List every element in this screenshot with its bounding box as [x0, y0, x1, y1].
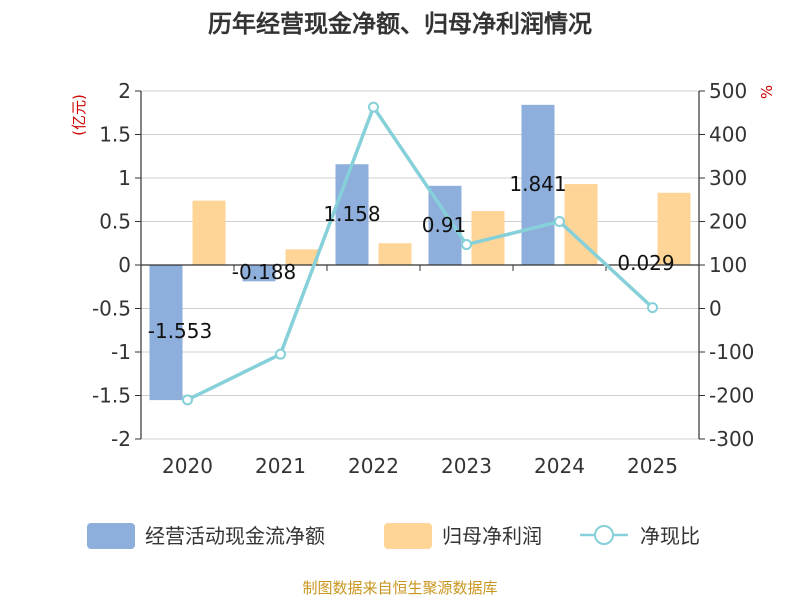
y-right-tick-label: -300 — [709, 427, 754, 451]
data-label-cashflow: -0.188 — [232, 260, 296, 284]
axes: -2 -1.5 -1 -0.5 0 0.5 1 1.5 2 -300 -200 -100 0 100 200… — [92, 79, 754, 478]
y-left-axis-label: (亿元) — [70, 94, 88, 136]
x-tick-label: 2025 — [627, 454, 678, 478]
ratio-line-point — [647, 302, 658, 314]
bars — [149, 104, 691, 401]
y-left-tick-label: -1.5 — [92, 384, 131, 408]
bar-cashflow — [242, 265, 276, 282]
ratio-line-path — [186, 103, 654, 402]
legend-swatch-ratio-marker — [594, 525, 614, 545]
y-left-tick-label: 0 — [118, 253, 131, 277]
y-right-tick-label: 500 — [709, 79, 747, 103]
y-right-tick-label: -200 — [709, 384, 754, 408]
chart-title: 历年经营现金净额、归母净利润情况 — [208, 10, 592, 38]
legend-label-ratio: 净现比 — [640, 524, 700, 548]
ratio-line-point — [182, 394, 193, 406]
x-tick-label: 2024 — [534, 454, 585, 478]
bar-netprofit — [378, 243, 412, 265]
y-right-tick-label: 300 — [709, 166, 747, 190]
data-label-cashflow: -1.553 — [148, 319, 212, 343]
data-labels: -1.553 -0.188 1.158 0.91 1.841 0.029 — [148, 172, 675, 343]
bar-cashflow — [521, 104, 555, 265]
legend: 经营活动现金流净额 归母净利润 净现比 — [87, 523, 700, 549]
bar-netprofit — [657, 192, 691, 265]
ratio-line-point — [368, 101, 379, 113]
y-left-tick-label: 1.5 — [99, 123, 131, 147]
y-left-tick-label: 1 — [118, 166, 131, 190]
bar-netprofit — [285, 249, 319, 265]
data-label-cashflow: 0.91 — [422, 213, 467, 237]
ratio-line-point — [275, 348, 286, 360]
bar-netprofit — [192, 200, 226, 265]
legend-label-cashflow: 经营活动现金流净额 — [145, 524, 325, 548]
x-tick-label: 2022 — [348, 454, 399, 478]
legend-swatch-cashflow — [87, 523, 135, 549]
y-left-tick-label: 2 — [118, 79, 131, 103]
legend-label-netprofit: 归母净利润 — [442, 524, 542, 548]
x-tick-label: 2021 — [255, 454, 306, 478]
ratio-line-point — [554, 216, 565, 227]
data-label-cashflow: 1.841 — [509, 172, 566, 196]
bar-cashflow — [149, 265, 183, 401]
source-note: 制图数据来自恒生聚源数据库 — [302, 579, 497, 597]
data-label-cashflow: 1.158 — [323, 202, 380, 226]
y-left-tick-label: -2 — [111, 427, 131, 451]
y-left-tick-label: -1 — [111, 340, 131, 364]
y-right-tick-label: 400 — [709, 123, 747, 147]
legend-swatch-netprofit — [384, 523, 432, 549]
y-right-tick-label: -100 — [709, 340, 754, 364]
y-left-tick-label: -0.5 — [92, 297, 131, 321]
x-tick-label: 2020 — [162, 454, 213, 478]
bar-cashflow — [335, 164, 369, 265]
y-right-tick-label: 100 — [709, 253, 747, 277]
y-right-tick-label: 0 — [709, 297, 722, 321]
y-right-tick-label: 200 — [709, 210, 747, 234]
ratio-line — [182, 101, 658, 406]
y-right-axis-label: % — [758, 85, 776, 99]
y-left-tick-label: 0.5 — [99, 210, 131, 234]
data-label-netprofit: 0.029 — [617, 251, 674, 275]
x-tick-label: 2023 — [441, 454, 492, 478]
ratio-line-point — [461, 239, 472, 251]
